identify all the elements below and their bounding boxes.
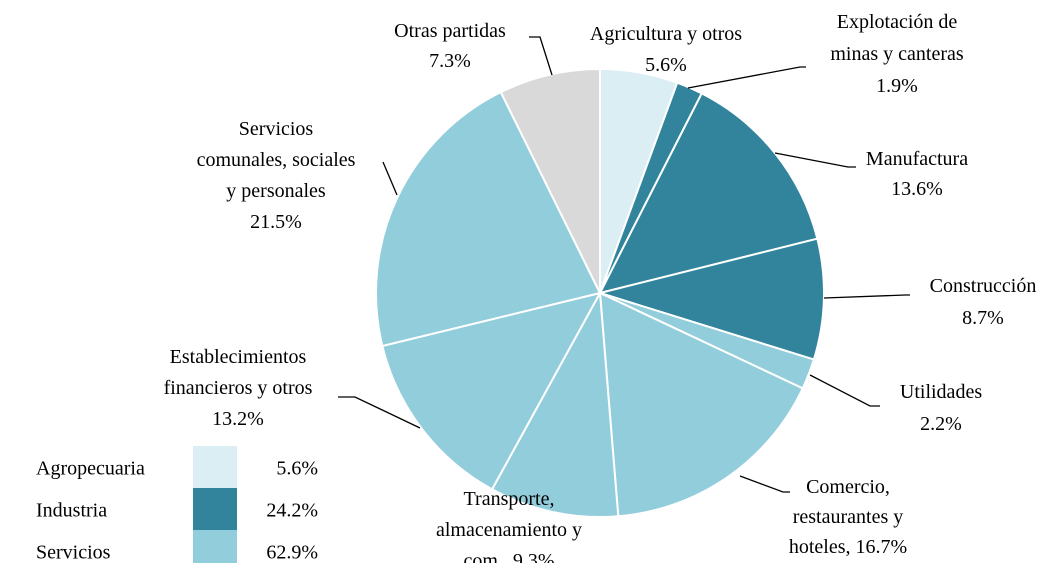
legend-value: 62.9% — [266, 542, 318, 563]
value-label: 8.7% — [962, 307, 1004, 329]
label-line: Utilidades — [900, 381, 982, 403]
leader-line — [774, 152, 856, 168]
pie-slice — [381, 291, 602, 491]
slice-label: Explotación de minas y canteras 1.9% — [830, 11, 963, 97]
label-line: Explotación de — [837, 11, 958, 33]
legend-value: 24.2% — [266, 500, 318, 522]
label-line: minas y canteras — [830, 43, 963, 65]
label-line: comunales, sociales — [197, 149, 356, 171]
leader-line — [739, 475, 790, 493]
legend-swatch — [193, 530, 237, 563]
value-label: 13.6% — [891, 178, 943, 200]
pie-slice — [375, 90, 602, 348]
value-label: 5.6% — [645, 54, 687, 76]
label-line: Manufactura — [866, 148, 968, 170]
slice-label: Construcción 8.7% — [930, 275, 1037, 329]
pie-slice — [598, 291, 805, 518]
leader-line — [823, 294, 910, 299]
slice-label: Manufactura 13.6% — [866, 148, 968, 200]
slice-label: Transporte, almacenamiento y com., 9.3% — [436, 488, 582, 563]
label-line: Servicios — [239, 118, 314, 140]
value-label: 2.2% — [920, 413, 962, 435]
value-label: 21.5% — [250, 211, 302, 233]
leader-line — [809, 374, 880, 407]
leader-line — [687, 66, 806, 89]
value-label: 7.3% — [429, 50, 471, 72]
label-line: com., — [463, 550, 507, 563]
legend-swatch — [193, 446, 237, 488]
legend-name: Servicios — [36, 542, 111, 563]
slice-label: Servicios comunales, sociales y personales… — [197, 118, 356, 233]
slice-label: Agricultura y otros 5.6% — [590, 23, 742, 76]
pie-slice — [499, 67, 601, 294]
leader-line — [338, 396, 421, 429]
value-label: 1.9% — [876, 75, 918, 97]
label-line: Agricultura y otros — [590, 23, 742, 45]
leader-line — [529, 36, 553, 76]
legend-value: 5.6% — [276, 458, 318, 480]
label-line: Construcción — [930, 275, 1037, 297]
label-line: restaurantes y — [793, 506, 904, 528]
label-line: Comercio, — [806, 476, 890, 498]
slice-label: Utilidades 2.2% — [900, 381, 982, 435]
slice-label: Comercio, restaurantes y hoteles, 16.7% — [789, 476, 907, 558]
slice-label: Establecimientos financieros y otros 13.2% — [164, 346, 313, 430]
label-line: hoteles, — [789, 536, 851, 558]
label-line: Otras partidas — [394, 20, 506, 42]
legend-name: Agropecuaria — [36, 458, 145, 480]
label-line: financieros y otros — [164, 377, 313, 399]
label-line: Establecimientos — [170, 346, 307, 368]
label-line: Transporte, — [464, 488, 555, 510]
value-label: 13.2% — [212, 408, 264, 430]
label-line: almacenamiento y — [436, 519, 582, 541]
pie-slice — [596, 237, 825, 361]
value-label: 16.7% — [855, 536, 907, 558]
leader-line — [382, 161, 398, 196]
legend-name: Industria — [36, 500, 107, 522]
value-label: 9.3% — [513, 550, 555, 563]
pie-slice — [490, 289, 620, 518]
legend-swatch — [193, 488, 237, 530]
label-line: y personales — [226, 180, 326, 202]
slice-label: Otras partidas 7.3% — [394, 20, 506, 72]
